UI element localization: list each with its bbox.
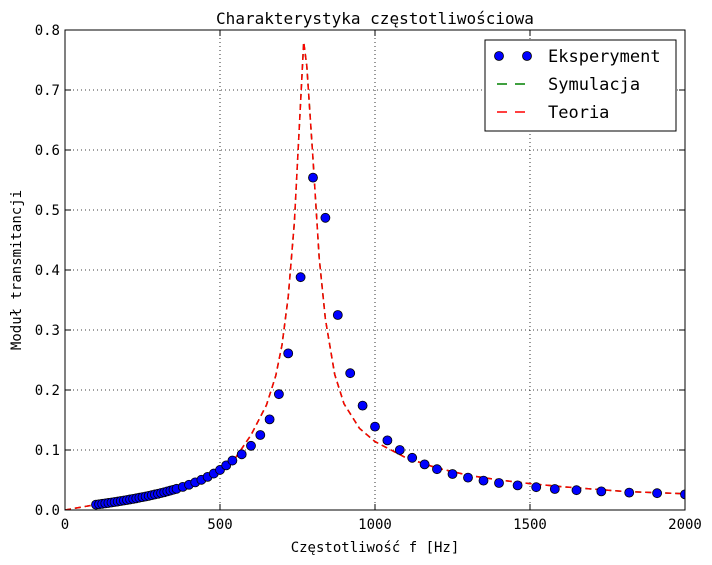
legend-label-eksperyment: Eksperyment [548, 47, 661, 67]
chart-title: Charakterystyka częstotliwościowa [216, 9, 534, 28]
data-point-eksperyment [246, 440, 256, 451]
x-tick-label: 0 [61, 517, 69, 533]
plot-area [65, 41, 685, 510]
data-point-eksperyment [571, 485, 582, 496]
data-point-eksperyment [236, 449, 247, 460]
y-tick-label: 0.5 [35, 203, 60, 219]
y-tick-label: 0.6 [35, 143, 60, 159]
legend-entry-teoria: Teoria [497, 103, 609, 123]
data-point-eksperyment [227, 455, 238, 466]
data-point-eksperyment [652, 488, 662, 499]
x-tick-label: 1500 [513, 517, 547, 533]
legend-label-teoria: Teoria [548, 103, 609, 123]
data-point-eksperyment [295, 272, 306, 283]
y-tick-label: 0.7 [35, 83, 60, 99]
legend-marker-eksperyment [522, 51, 532, 61]
y-tick-label: 0.0 [35, 503, 60, 519]
y-tick-label: 0.1 [35, 443, 60, 459]
data-point-eksperyment [273, 389, 284, 400]
data-point-eksperyment [283, 348, 294, 359]
data-point-eksperyment [624, 487, 635, 498]
data-point-eksperyment [419, 459, 430, 470]
data-point-eksperyment [432, 464, 442, 475]
legend-marker-eksperyment [494, 51, 504, 61]
series-group [65, 41, 685, 510]
data-point-eksperyment [596, 486, 607, 497]
data-point-eksperyment [549, 484, 560, 494]
data-point-eksperyment [370, 421, 380, 432]
y-tick-label: 0.4 [35, 263, 60, 279]
legend-entry-symulacja: Symulacja [497, 75, 640, 95]
x-tick-label: 500 [207, 517, 232, 533]
x-tick-label: 1000 [358, 517, 392, 533]
data-point-eksperyment [394, 445, 405, 455]
x-axis-label: Częstotliwość f [Hz] [291, 540, 460, 556]
legend-box [484, 39, 677, 132]
data-point-eksperyment [407, 452, 418, 463]
data-point-eksperyment [320, 212, 331, 223]
data-point-eksperyment [512, 480, 523, 491]
data-point-eksperyment [308, 172, 318, 183]
data-point-eksperyment [680, 489, 685, 500]
y-tick-label: 0.8 [35, 23, 60, 39]
legend-entry-eksperyment: Eksperyment [494, 47, 661, 67]
data-point-eksperyment [332, 310, 343, 320]
data-point-eksperyment [264, 414, 275, 425]
y-axis-label: Moduł transmitancji [9, 190, 25, 350]
y-tick-label: 0.3 [35, 323, 60, 339]
data-point-eksperyment [357, 400, 368, 411]
legend: Eksperyment Symulacja Teoria [484, 39, 677, 132]
axes-ticks: 0 500 1000 1500 2000 0.0 0.1 0.2 0.3 0.4 0.5 0.6 0.7… [35, 23, 702, 533]
y-tick-label: 0.2 [35, 383, 60, 399]
data-point-eksperyment [345, 368, 356, 379]
x-tick-label: 2000 [668, 517, 702, 533]
data-point-eksperyment [447, 469, 458, 479]
data-point-eksperyment [255, 430, 266, 440]
legend-label-symulacja: Symulacja [548, 75, 640, 95]
data-point-eksperyment [478, 475, 489, 486]
data-point-eksperyment [382, 435, 393, 446]
data-point-eksperyment [494, 478, 504, 488]
data-point-eksperyment [463, 472, 473, 483]
data-point-eksperyment [531, 482, 542, 493]
